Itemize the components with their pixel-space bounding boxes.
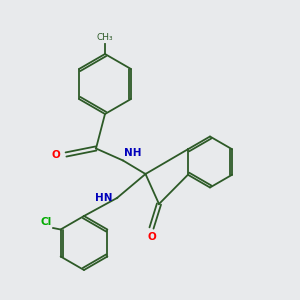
Text: HN: HN [95, 193, 112, 203]
Text: Cl: Cl [40, 217, 52, 226]
Text: O: O [52, 149, 61, 160]
Text: O: O [147, 232, 156, 242]
Text: CH₃: CH₃ [97, 33, 113, 42]
Text: NH: NH [124, 148, 142, 158]
